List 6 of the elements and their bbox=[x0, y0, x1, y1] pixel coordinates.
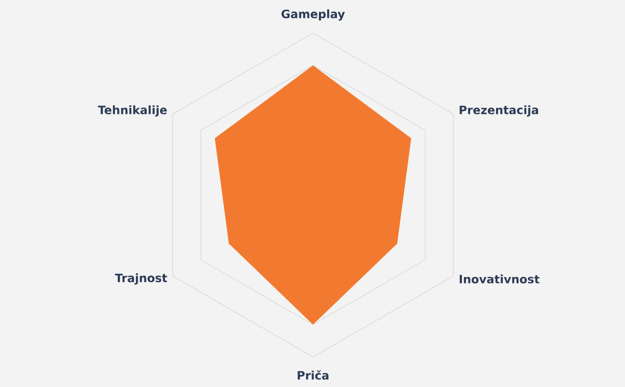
spoke-label: Priča bbox=[298, 370, 328, 380]
spoke-label: Gameplay bbox=[282, 9, 345, 21]
spoke-label: Inovativnost bbox=[460, 274, 540, 284]
spoke-label: Trajnost bbox=[114, 273, 168, 285]
spoke-label: Prezentacija bbox=[460, 105, 538, 117]
spoke-label: Tehnikalije bbox=[98, 105, 167, 117]
